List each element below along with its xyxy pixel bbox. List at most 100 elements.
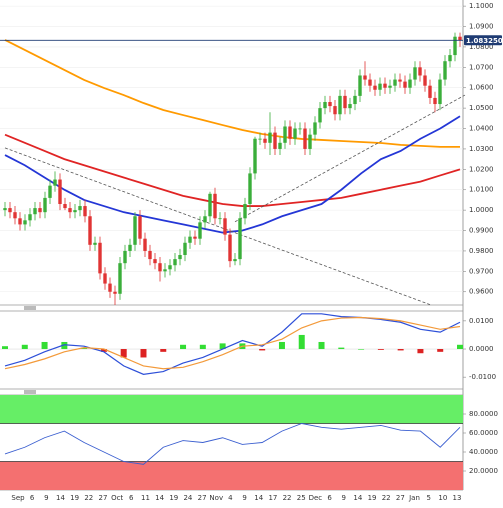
y-tick-label: 60.0000 bbox=[469, 429, 498, 437]
candle-body bbox=[23, 220, 27, 225]
x-tick-label: Oct bbox=[111, 494, 123, 502]
candle-body bbox=[113, 291, 117, 294]
y-tick-label: 0.9800 bbox=[469, 247, 494, 255]
candle-body bbox=[213, 193, 217, 219]
y-tick-label: 0.9600 bbox=[469, 288, 494, 296]
y-tick-label: 1.0300 bbox=[469, 145, 494, 153]
histogram-bar bbox=[140, 349, 147, 358]
candle-body bbox=[128, 244, 132, 251]
histogram-bar bbox=[259, 349, 266, 351]
candle-body bbox=[388, 85, 392, 88]
panel-handle bbox=[24, 306, 36, 310]
candle-body bbox=[268, 132, 272, 143]
candle-body bbox=[323, 102, 327, 109]
candle-body bbox=[18, 218, 22, 225]
candle-body bbox=[423, 75, 427, 86]
y-tick-label: 0.9700 bbox=[469, 267, 494, 275]
candle-body bbox=[228, 234, 232, 262]
candle-body bbox=[313, 122, 317, 135]
candle-body bbox=[233, 259, 237, 262]
histogram-bar bbox=[21, 344, 28, 350]
trend-line bbox=[234, 94, 466, 223]
x-tick-label: Dec bbox=[309, 494, 323, 502]
x-tick-label: 19 bbox=[169, 494, 178, 502]
candle-body bbox=[368, 79, 372, 86]
y-tick-label: 0.0100 bbox=[469, 317, 494, 325]
candle-body bbox=[358, 75, 362, 96]
histogram-bar bbox=[338, 347, 345, 350]
candle-body bbox=[248, 173, 252, 205]
x-tick-label: 27 bbox=[99, 494, 108, 502]
x-tick-label: 27 bbox=[198, 494, 207, 502]
x-tick-label: 14 bbox=[353, 494, 362, 502]
candle-body bbox=[438, 79, 442, 105]
candle-body bbox=[408, 79, 412, 88]
y-tick-label: 40.0000 bbox=[469, 448, 498, 456]
moving-average bbox=[4, 39, 460, 148]
histogram-bar bbox=[81, 347, 88, 350]
x-tick-label: 19 bbox=[70, 494, 79, 502]
candle-body bbox=[53, 179, 57, 186]
histogram-bar bbox=[100, 349, 107, 352]
candle-body bbox=[333, 106, 337, 115]
candle-body bbox=[103, 273, 107, 284]
candle-body bbox=[328, 102, 332, 107]
x-tick-label: 9 bbox=[242, 494, 246, 502]
y-tick-label: 1.0600 bbox=[469, 84, 494, 92]
y-tick-label: 1.0000 bbox=[469, 206, 494, 214]
x-tick-label: 6 bbox=[30, 494, 35, 502]
candle-body bbox=[363, 75, 367, 80]
x-tick-label: 14 bbox=[254, 494, 263, 502]
candle-body bbox=[43, 197, 47, 213]
candle-body bbox=[13, 212, 17, 219]
candle-body bbox=[258, 138, 262, 140]
last-price-box bbox=[464, 35, 502, 46]
x-tick-label: Sep bbox=[11, 494, 25, 502]
candle-body bbox=[298, 128, 302, 130]
candle-body bbox=[273, 132, 277, 149]
histogram-bar bbox=[120, 349, 127, 358]
candle-body bbox=[218, 218, 222, 220]
candle-body bbox=[208, 193, 212, 217]
candle-body bbox=[413, 67, 417, 80]
candle-body bbox=[318, 108, 322, 123]
candle-body bbox=[283, 126, 287, 143]
candle-body bbox=[458, 36, 462, 41]
histogram-bar bbox=[417, 349, 424, 354]
candle-body bbox=[173, 259, 177, 266]
candle-body bbox=[198, 222, 202, 239]
histogram-bar bbox=[457, 344, 463, 350]
x-tick-label: 27 bbox=[396, 494, 405, 502]
x-tick-label: 25 bbox=[297, 494, 306, 502]
histogram-bar bbox=[2, 346, 8, 350]
candle-body bbox=[48, 185, 52, 198]
x-tick-label: 6 bbox=[129, 494, 134, 502]
candle-body bbox=[453, 36, 457, 56]
x-tick-label: 9 bbox=[44, 494, 48, 502]
x-tick-label: Nov bbox=[209, 494, 223, 502]
trend-line bbox=[4, 147, 431, 305]
candle-body bbox=[398, 79, 402, 82]
x-tick-label: Jan bbox=[408, 494, 420, 502]
y-tick-label: 1.1000 bbox=[469, 2, 494, 10]
candle-body bbox=[433, 97, 437, 105]
oversold-zone bbox=[0, 461, 463, 490]
x-tick-label: 22 bbox=[283, 494, 292, 502]
candle-body bbox=[118, 263, 122, 294]
candle-body bbox=[263, 138, 267, 143]
candle-body bbox=[383, 83, 387, 88]
candle-body bbox=[133, 216, 137, 245]
candle-body bbox=[353, 95, 357, 105]
x-tick-label: 14 bbox=[56, 494, 65, 502]
last-price-label: 1.083250 bbox=[466, 37, 503, 45]
candle-body bbox=[28, 214, 32, 221]
candle-body bbox=[58, 179, 62, 205]
y-tick-label: -0.0100 bbox=[469, 373, 496, 381]
candle-body bbox=[153, 259, 157, 264]
macd-line bbox=[4, 316, 461, 370]
candle-body bbox=[63, 204, 67, 209]
histogram-bar bbox=[61, 341, 68, 350]
candle-body bbox=[138, 216, 142, 239]
candle-body bbox=[343, 95, 347, 109]
